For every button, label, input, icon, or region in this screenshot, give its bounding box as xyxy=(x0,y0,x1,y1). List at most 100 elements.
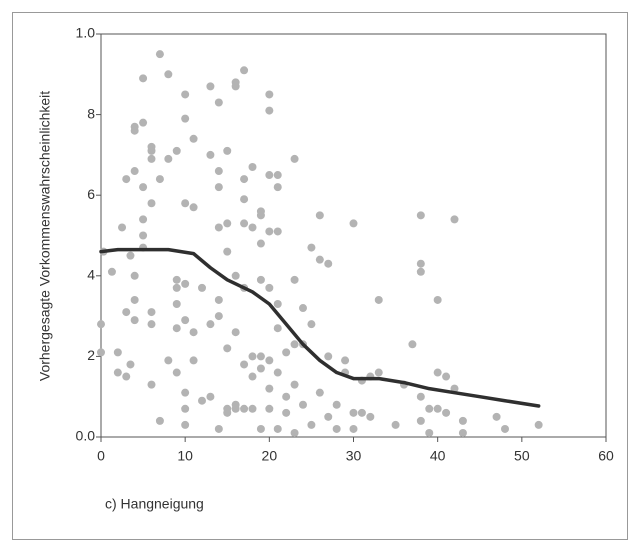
point xyxy=(147,308,156,317)
point xyxy=(341,356,350,365)
point xyxy=(248,162,257,171)
point xyxy=(299,400,307,409)
point xyxy=(332,424,341,433)
point xyxy=(240,195,249,204)
point xyxy=(273,171,282,180)
point xyxy=(147,154,156,163)
point xyxy=(181,388,190,397)
point xyxy=(324,412,333,421)
point xyxy=(458,416,467,425)
point xyxy=(442,372,451,381)
point xyxy=(231,404,240,413)
x-tick-label: 50 xyxy=(514,448,530,464)
point xyxy=(97,320,105,329)
point xyxy=(206,320,215,329)
x-tick-label: 30 xyxy=(346,448,362,464)
point xyxy=(349,408,358,417)
point xyxy=(147,320,156,329)
point xyxy=(189,356,198,365)
point xyxy=(223,146,232,155)
point xyxy=(433,295,442,304)
point xyxy=(290,380,299,389)
point xyxy=(265,227,274,236)
point xyxy=(374,295,383,304)
point xyxy=(181,90,190,99)
point xyxy=(265,283,274,292)
point xyxy=(214,312,223,321)
x-tick-label: 20 xyxy=(262,448,278,464)
point xyxy=(122,372,131,381)
point xyxy=(256,211,265,220)
point xyxy=(240,404,249,413)
point xyxy=(206,392,215,401)
x-axis-label: c) Hangneigung xyxy=(105,496,204,512)
x-tick-label: 0 xyxy=(97,448,105,464)
point xyxy=(240,360,249,369)
point xyxy=(231,328,240,337)
point xyxy=(492,412,501,421)
point xyxy=(357,408,366,417)
point xyxy=(181,420,190,429)
point xyxy=(189,328,198,337)
point xyxy=(416,416,425,425)
point xyxy=(265,90,274,99)
point xyxy=(248,352,257,361)
y-tick-label: 0.0 xyxy=(76,428,96,444)
point xyxy=(248,404,257,413)
point xyxy=(214,295,223,304)
point xyxy=(273,227,282,236)
point xyxy=(282,392,291,401)
point xyxy=(408,340,417,349)
point xyxy=(147,380,156,389)
y-tick-label: 2 xyxy=(87,347,95,363)
y-tick-label: 8 xyxy=(87,105,95,121)
point xyxy=(97,348,105,357)
point xyxy=(214,98,223,107)
point xyxy=(290,340,299,349)
point xyxy=(181,114,190,123)
point xyxy=(147,146,156,155)
point xyxy=(126,251,135,260)
point xyxy=(181,404,190,413)
point xyxy=(248,372,257,381)
point xyxy=(206,150,215,159)
point xyxy=(231,82,240,91)
point xyxy=(172,275,181,284)
point xyxy=(240,66,249,75)
point xyxy=(442,408,451,417)
point xyxy=(172,283,181,292)
point xyxy=(433,368,442,377)
x-tick-label: 40 xyxy=(430,448,446,464)
point xyxy=(307,243,316,252)
point xyxy=(130,167,139,176)
point xyxy=(155,50,164,59)
point xyxy=(501,424,509,433)
point xyxy=(416,259,425,268)
point xyxy=(139,215,148,224)
point xyxy=(265,356,274,365)
point xyxy=(265,106,274,115)
point xyxy=(113,368,122,377)
y-tick-label: 1.0 xyxy=(76,25,96,41)
point xyxy=(206,82,215,91)
point xyxy=(273,424,282,433)
point xyxy=(139,74,148,83)
point xyxy=(425,428,434,437)
point xyxy=(181,199,190,208)
point xyxy=(282,408,291,417)
point xyxy=(223,219,232,228)
point xyxy=(374,368,383,377)
plot-area xyxy=(100,33,607,438)
point xyxy=(256,424,265,433)
point xyxy=(265,404,274,413)
point xyxy=(450,215,459,224)
point xyxy=(223,247,232,256)
point xyxy=(214,223,223,232)
point xyxy=(324,259,333,268)
point xyxy=(433,404,442,413)
point xyxy=(265,384,274,393)
point xyxy=(290,154,299,163)
point xyxy=(130,295,139,304)
point xyxy=(118,223,127,232)
frame xyxy=(12,12,628,540)
